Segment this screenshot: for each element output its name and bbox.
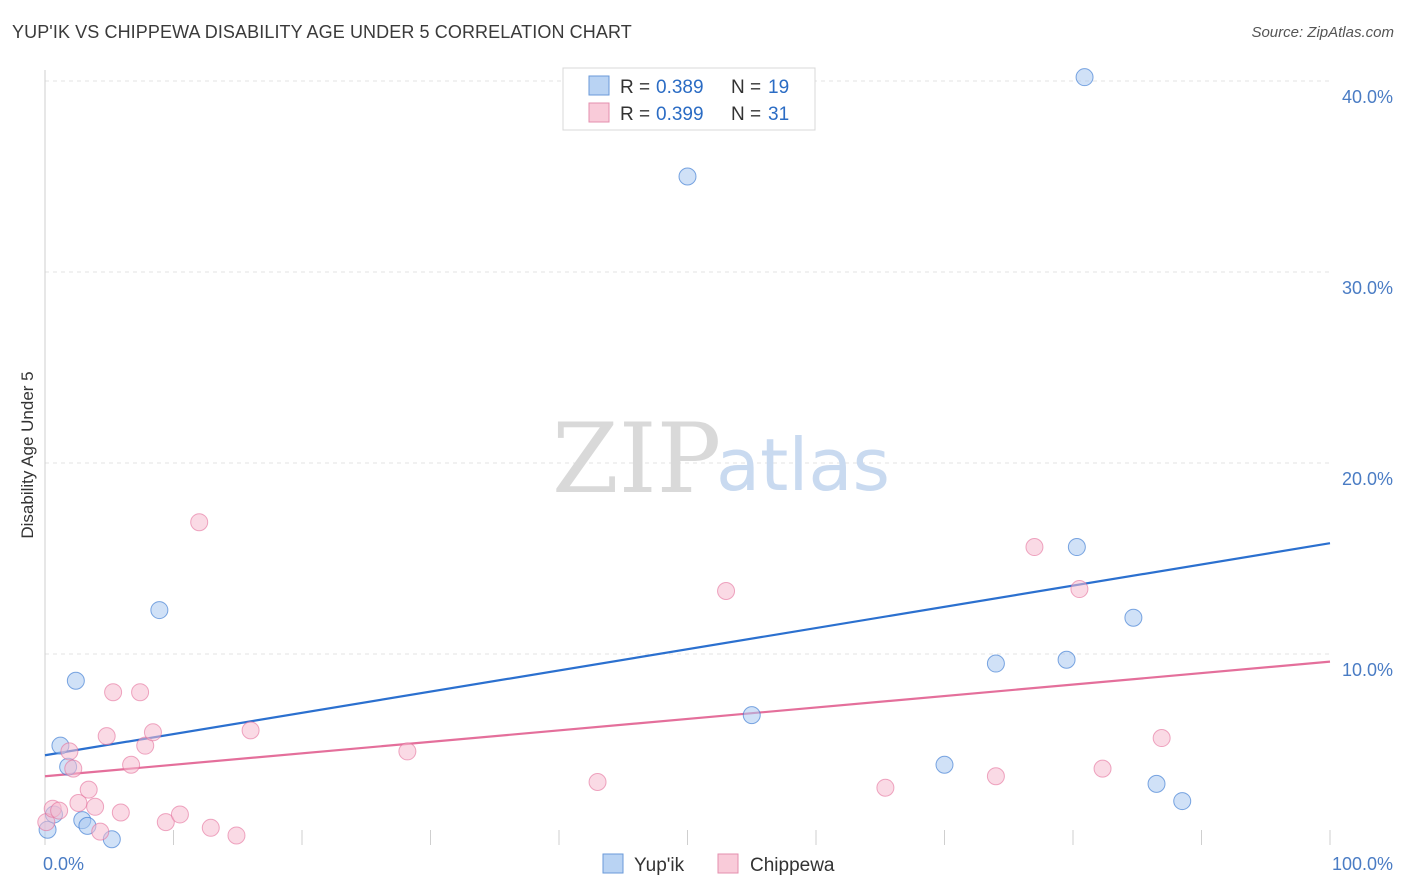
data-point-1-23 (588, 772, 607, 791)
data-point-1-25 (876, 778, 895, 797)
data-point-1-20 (227, 826, 246, 845)
data-point-0-15 (1075, 68, 1094, 87)
axes (44, 70, 1331, 845)
data-point-0-12 (986, 654, 1005, 673)
legend-r-value-chippewa: 0.399 (656, 104, 704, 125)
legend-n-value-yupik: 19 (768, 77, 789, 98)
data-point-1-16 (156, 813, 175, 832)
data-point-0-10 (742, 706, 761, 725)
grid-lines (45, 80, 1330, 655)
data-point-1-22 (398, 742, 417, 761)
data-point-1-9 (97, 727, 116, 746)
data-point-1-11 (111, 803, 130, 822)
trend-line-0 (44, 542, 1331, 757)
data-point-1-13 (131, 683, 150, 702)
data-point-1-26 (986, 767, 1005, 786)
data-point-0-11 (935, 755, 954, 774)
bottom-legend-swatch-chippewa (717, 853, 739, 874)
data-point-1-10 (104, 683, 123, 702)
data-point-0-16 (1124, 608, 1143, 627)
y-tick-label-0: 10.0% (1342, 660, 1393, 680)
data-point-1-7 (86, 797, 105, 816)
watermark-atlas: atlas (716, 423, 890, 507)
bottom-legend-label-yupik: Yup'ik (634, 855, 685, 876)
data-point-1-5 (69, 793, 88, 812)
source-label: Source: ZipAtlas.com (1251, 24, 1394, 41)
bottom-legend-swatch-yupik (602, 853, 624, 874)
x-tick-label-1: 100.0% (1332, 854, 1393, 874)
data-point-1-29 (1093, 759, 1112, 778)
series-points-1 (37, 513, 1171, 845)
y-tick-labels: 10.0% 20.0% 30.0% 40.0% (1342, 87, 1393, 680)
data-point-1-4 (64, 759, 83, 778)
legend-n-value-chippewa: 31 (768, 104, 789, 125)
legend-r-label-chippewa: R = (620, 104, 650, 125)
data-point-1-19 (201, 818, 220, 837)
data-point-1-27 (1025, 538, 1044, 557)
data-point-1-2 (50, 801, 69, 820)
data-point-1-28 (1070, 580, 1089, 599)
watermark-zip: ZIP (552, 403, 721, 515)
data-point-1-8 (91, 822, 110, 841)
data-point-0-14 (1067, 538, 1086, 557)
x-tick-label-0: 0.0% (43, 854, 84, 874)
trend-lines (44, 542, 1331, 778)
data-point-1-24 (717, 581, 736, 600)
y-tick-label-3: 40.0% (1342, 87, 1393, 107)
data-point-0-9 (678, 167, 697, 186)
legend-r-label-yupik: R = (620, 77, 650, 98)
data-point-1-30 (1152, 729, 1171, 748)
data-points (37, 68, 1192, 849)
chart-title: YUP'IK VS CHIPPEWA DISABILITY AGE UNDER … (12, 22, 632, 42)
data-point-1-12 (122, 755, 141, 774)
data-point-0-4 (66, 671, 85, 690)
data-point-1-3 (60, 742, 79, 761)
bottom-legend-label-chippewa: Chippewa (750, 855, 835, 876)
legend-r-value-yupik: 0.389 (656, 77, 704, 98)
legend-n-label-chippewa: N = (731, 104, 761, 125)
data-point-0-8 (150, 601, 169, 620)
data-point-1-17 (170, 805, 189, 824)
data-point-1-14 (136, 736, 155, 755)
trend-line-1 (44, 660, 1331, 778)
legend-n-label-yupik: N = (731, 77, 761, 98)
data-point-1-18 (190, 513, 209, 532)
data-point-1-21 (241, 721, 260, 740)
data-point-0-18 (1173, 792, 1192, 811)
data-point-0-17 (1147, 774, 1166, 793)
stats-legend: R = 0.389 N = 19 R = 0.399 N = 31 (562, 67, 816, 131)
legend-swatch-chippewa (588, 102, 610, 123)
legend-swatch-yupik (588, 75, 610, 96)
y-tick-label-1: 20.0% (1342, 469, 1393, 489)
x-tick-labels: 0.0% 100.0% (43, 854, 1393, 874)
y-axis-label: Disability Age Under 5 (18, 371, 37, 538)
data-point-1-15 (143, 723, 162, 742)
data-point-1-6 (79, 780, 98, 799)
series-legend: Yup'ik Chippewa (602, 853, 835, 876)
data-point-0-13 (1057, 650, 1076, 669)
y-tick-label-2: 30.0% (1342, 278, 1393, 298)
